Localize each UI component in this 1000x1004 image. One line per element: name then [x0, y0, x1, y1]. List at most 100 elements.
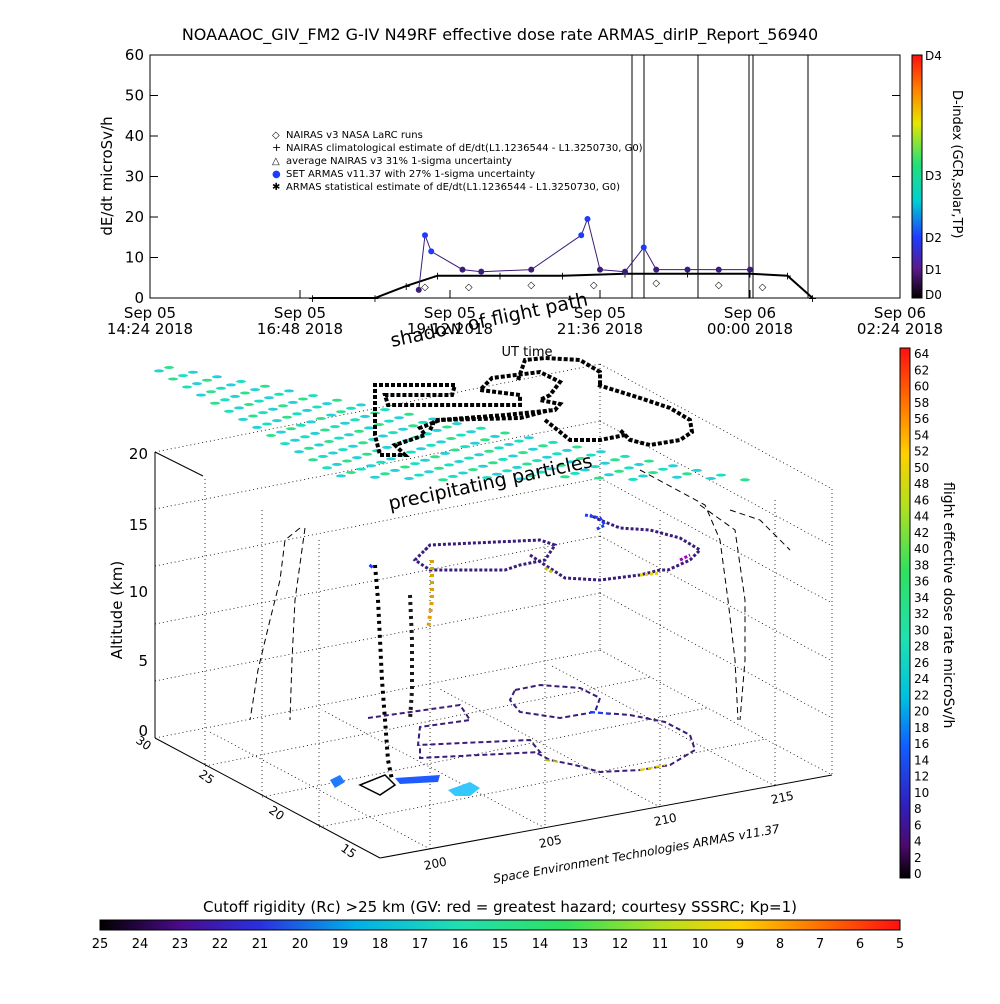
- precip-marker: [378, 434, 388, 438]
- dose-tick-label: 62: [914, 363, 929, 377]
- precip-marker: [294, 450, 304, 454]
- x-tick-date: Sep 05: [274, 304, 326, 322]
- precip-marker: [340, 421, 350, 425]
- precip-marker: [514, 439, 524, 443]
- chart-title: NOAAAOC_GIV_FM2 G-IV N49RF effective dos…: [182, 25, 818, 45]
- precip-marker: [272, 419, 282, 423]
- x-tick-date: Sep 06: [724, 304, 776, 322]
- precip-marker: [532, 459, 542, 463]
- precip-marker: [414, 473, 424, 477]
- precip-marker: [286, 427, 296, 431]
- precip-marker: [474, 453, 484, 457]
- x-tick-time: 14:24 2018: [107, 320, 193, 338]
- dose-tick-label: 64: [914, 347, 929, 361]
- precip-marker: [352, 456, 362, 460]
- precip-marker: [460, 445, 470, 449]
- top-x-label: UT time: [502, 345, 553, 360]
- precip-marker: [536, 470, 546, 474]
- legend-symbol: △: [272, 156, 280, 167]
- x-tick-time: 00:00 2018: [707, 320, 793, 338]
- precip-marker: [604, 473, 614, 477]
- precip-marker: [418, 420, 428, 424]
- plot3d: 20 15 10 5 0 Altitude (km) 30 25 20 15 2…: [108, 289, 833, 886]
- precip-marker: [682, 472, 692, 476]
- precip-marker: [312, 405, 322, 409]
- precip-marker: [308, 394, 318, 398]
- precip-marker: [306, 420, 316, 424]
- dose-tick-label: 42: [914, 526, 929, 540]
- precip-marker: [440, 451, 450, 455]
- precip-marker: [716, 473, 726, 477]
- precip-marker: [350, 418, 360, 422]
- dindex-tick: D0: [925, 288, 942, 302]
- precip-marker: [336, 410, 346, 414]
- nairas-climatological-line: [312, 272, 814, 299]
- precip-marker: [354, 429, 364, 433]
- precip-marker: [236, 380, 246, 383]
- armas-point: [428, 248, 435, 255]
- precip-marker: [528, 447, 538, 451]
- precip-marker: [326, 413, 336, 417]
- precip-marker: [336, 474, 346, 478]
- precip-marker: [282, 415, 292, 419]
- precip-marker: [446, 437, 456, 440]
- rigidity-colorbar: Cutoff rigidity (Rc) >25 km (GV: red = g…: [92, 898, 904, 952]
- precip-marker: [442, 425, 452, 429]
- precip-marker: [416, 447, 426, 451]
- dose-tick-label: 54: [914, 428, 929, 442]
- precip-marker: [178, 374, 188, 378]
- z-tick: 0: [138, 722, 148, 740]
- legend-symbol: ◇: [272, 130, 280, 141]
- rigidity-tick-label: 19: [332, 937, 349, 952]
- precip-marker: [456, 433, 466, 437]
- box-grid: [154, 363, 833, 850]
- precip-marker: [332, 462, 342, 466]
- y-tick-label: 60: [125, 46, 144, 64]
- armas-point: [459, 266, 466, 273]
- precip-marker: [614, 469, 624, 473]
- top-y-ticks: 60 50 40 30 20 10 0: [125, 46, 900, 307]
- precip-marker: [364, 426, 374, 430]
- box-frame: [154, 451, 833, 859]
- precip-marker: [424, 470, 434, 474]
- armas-point: [422, 232, 428, 239]
- precip-marker: [522, 462, 532, 466]
- dose-tick-label: 56: [914, 412, 929, 426]
- precip-marker: [304, 446, 314, 450]
- precip-marker: [216, 386, 226, 390]
- armas-point: [747, 266, 753, 273]
- dindex-tick: D4: [925, 49, 942, 63]
- rigidity-tick-label: 8: [776, 937, 784, 952]
- precip-marker: [518, 451, 528, 455]
- precip-marker: [300, 435, 310, 439]
- dose-tick-label: 48: [914, 477, 929, 491]
- dose-tick-label: 8: [914, 802, 922, 816]
- projection-lines: [249, 469, 791, 721]
- rigidity-tick-label: 10: [692, 937, 709, 952]
- dose-tick-label: 32: [914, 607, 929, 621]
- precip-marker: [264, 396, 274, 400]
- z-tick: 20: [129, 445, 148, 463]
- precip-marker: [638, 474, 648, 478]
- rigidity-tick-label: 17: [412, 937, 429, 952]
- armas-point: [622, 268, 628, 275]
- flight-track-midlevel: [412, 513, 703, 582]
- nairas-climatological-point: +: [495, 270, 504, 283]
- precip-marker: [260, 384, 270, 388]
- y-tick-label: 20: [125, 208, 144, 226]
- precip-marker: [526, 474, 536, 477]
- precip-marker: [504, 443, 514, 446]
- precip-marker: [248, 414, 258, 418]
- legend-item: NAIRAS v3 NASA LaRC runs: [286, 130, 423, 141]
- dindex-tick: D3: [925, 169, 942, 183]
- precip-marker: [224, 409, 234, 413]
- rigidity-tick-label: 6: [856, 937, 864, 952]
- precip-marker: [410, 462, 420, 466]
- y-tick-label: 50: [125, 87, 144, 105]
- dose-tick-label: 60: [914, 380, 929, 394]
- nairas-v3-point: ◇: [421, 282, 429, 293]
- dose-tick-label: 34: [914, 591, 929, 605]
- x-tick-time: 21:36 2018: [557, 320, 643, 338]
- precip-marker: [192, 382, 202, 386]
